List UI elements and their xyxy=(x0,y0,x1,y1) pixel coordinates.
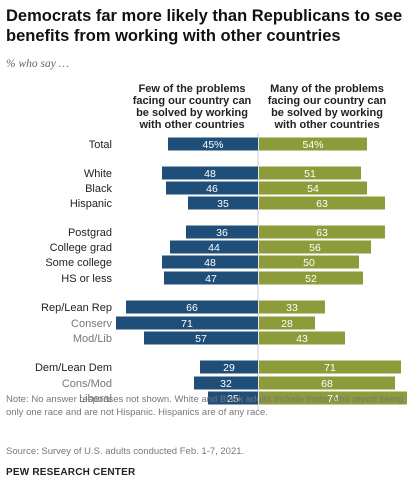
row-label: Mod/Lib xyxy=(73,333,112,345)
bar-many-label: 63 xyxy=(316,198,328,210)
chart-row: Conserv 71 28 xyxy=(71,316,315,330)
chart-row: Liberal 25 74 xyxy=(79,391,407,405)
bar-many xyxy=(259,391,407,405)
row-label: Total xyxy=(89,139,112,151)
chart-subtitle: % who say … xyxy=(6,58,69,70)
row-label: Liberal xyxy=(79,393,112,405)
column-header-few: Few of the problems facing our country ca… xyxy=(133,83,252,131)
bar-few-label: 45% xyxy=(202,139,223,151)
bar-many xyxy=(259,255,359,269)
row-label: Rep/Lean Rep xyxy=(41,302,112,314)
bar-few-label: 48 xyxy=(204,168,216,180)
chart-source: Source: Survey of U.S. adults conducted … xyxy=(6,446,245,457)
bar-few xyxy=(162,255,258,269)
bar-few xyxy=(126,300,258,314)
row-label: Dem/Lean Dem xyxy=(35,362,112,374)
bar-many xyxy=(259,300,325,314)
bar-many-label: 28 xyxy=(281,318,293,330)
bar-few xyxy=(168,137,258,151)
bar-few-label: 46 xyxy=(206,183,218,195)
bar-few-label: 44 xyxy=(208,242,220,254)
bar-few xyxy=(164,271,258,285)
bar-few-label: 25 xyxy=(227,393,239,405)
bar-few xyxy=(186,225,258,239)
row-label: White xyxy=(84,168,112,180)
bar-many-label: 43 xyxy=(296,333,308,345)
bar-many-label: 51 xyxy=(304,168,316,180)
bar-many xyxy=(259,376,395,390)
bar-few xyxy=(166,181,258,195)
bar-few-label: 36 xyxy=(216,227,228,239)
chart-row: Cons/Mod 32 68 xyxy=(62,376,395,390)
chart-row: Mod/Lib 57 43 xyxy=(73,331,345,345)
chart-row: Postgrad 36 63 xyxy=(68,225,385,239)
bar-few xyxy=(200,360,258,374)
bar-many-label: 56 xyxy=(309,242,321,254)
bar-few xyxy=(194,376,258,390)
bar-many-label: 74 xyxy=(327,393,339,405)
row-label: College grad xyxy=(50,242,112,254)
chart-row: Black 46 54 xyxy=(85,181,367,195)
bar-many-label: 54 xyxy=(307,183,319,195)
chart-rows: Total 45% 54% White 48 51 Black 46 54 Hispanic 35 6… xyxy=(35,137,407,405)
column-headers: Few of the problems facing our country ca… xyxy=(133,83,387,131)
chart-title: Democrats far more likely than Republica… xyxy=(6,7,403,45)
bar-few-label: 29 xyxy=(223,362,235,374)
bar-many-label: 54% xyxy=(302,139,323,151)
chart-row: College grad 44 56 xyxy=(50,240,371,254)
bar-few xyxy=(144,331,258,345)
bar-many xyxy=(259,181,367,195)
bar-few-label: 32 xyxy=(220,378,232,390)
bar-few-label: 66 xyxy=(186,302,198,314)
chart-row: Total 45% 54% xyxy=(89,137,367,151)
bar-many xyxy=(259,166,361,180)
chart-row: Dem/Lean Dem 29 71 xyxy=(35,360,401,374)
bar-many-label: 50 xyxy=(303,257,315,269)
row-label: HS or less xyxy=(61,273,112,285)
bar-few xyxy=(188,196,258,210)
bar-many-label: 68 xyxy=(321,378,333,390)
row-label: Some college xyxy=(45,257,112,269)
bar-few-label: 48 xyxy=(204,257,216,269)
column-header-many: Many of the problems facing our country c… xyxy=(268,83,387,131)
bar-many xyxy=(259,137,367,151)
bar-many xyxy=(259,240,371,254)
row-label: Cons/Mod xyxy=(62,378,112,390)
bar-many-label: 71 xyxy=(324,362,336,374)
org-credit: PEW RESEARCH CENTER xyxy=(6,467,136,478)
bar-few-label: 47 xyxy=(205,273,217,285)
bar-few-label: 35 xyxy=(217,198,229,210)
bar-few-label: 57 xyxy=(195,333,207,345)
row-label: Hispanic xyxy=(70,198,113,210)
bar-many-label: 52 xyxy=(305,273,317,285)
chart-row: HS or less 47 52 xyxy=(61,271,363,285)
row-label: Conserv xyxy=(71,318,112,330)
chart-row: White 48 51 xyxy=(84,166,361,180)
row-label: Black xyxy=(85,183,112,195)
chart-row: Some college 48 50 xyxy=(45,255,359,269)
bar-few xyxy=(170,240,258,254)
chart-row: Hispanic 35 63 xyxy=(70,196,385,210)
chart-note: Note: No answer responses not shown. Whi… xyxy=(6,394,404,418)
bar-few xyxy=(116,316,258,330)
bar-many xyxy=(259,360,401,374)
bar-few xyxy=(162,166,258,180)
bar-many-label: 33 xyxy=(286,302,298,314)
bar-many xyxy=(259,316,315,330)
bar-many xyxy=(259,271,363,285)
chart-row: Rep/Lean Rep 66 33 xyxy=(41,300,325,314)
bar-many-label: 63 xyxy=(316,227,328,239)
bar-many xyxy=(259,225,385,239)
bar-few-label: 71 xyxy=(181,318,193,330)
bar-few xyxy=(208,391,258,405)
row-label: Postgrad xyxy=(68,227,112,239)
bar-many xyxy=(259,196,385,210)
bar-many xyxy=(259,331,345,345)
